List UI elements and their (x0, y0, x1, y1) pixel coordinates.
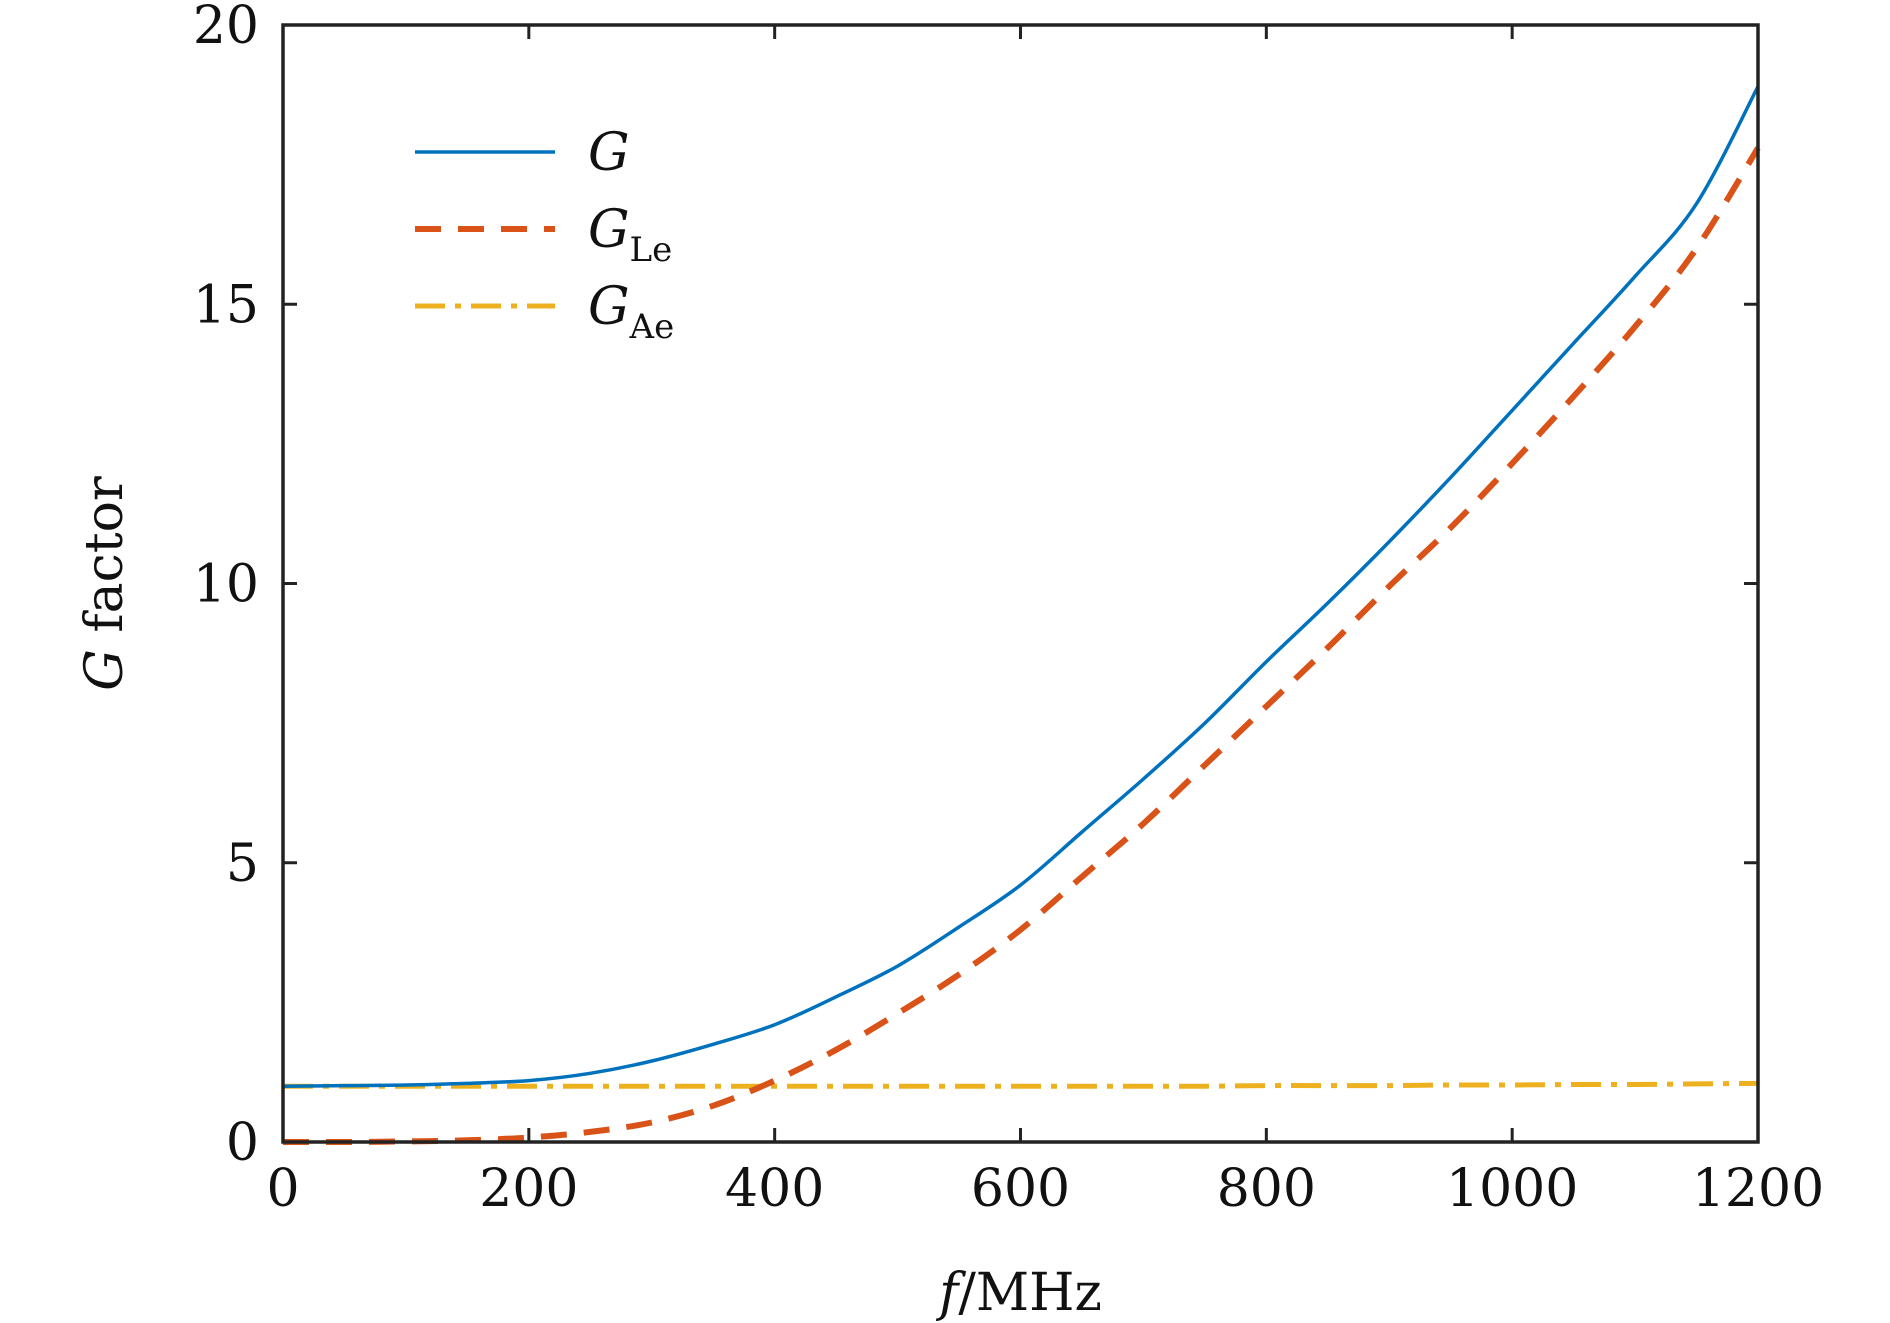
legend-label-g: G (588, 123, 630, 183)
x-tick-label: 1200 (1692, 1159, 1824, 1219)
y-tick-label: 5 (226, 834, 259, 894)
x-tick-label: 0 (266, 1159, 299, 1219)
x-tick-label: 200 (479, 1159, 578, 1219)
y-tick-label: 10 (193, 555, 259, 615)
series-line-g-le (282, 146, 1761, 1146)
x-tick-label: 600 (971, 1159, 1070, 1219)
x-tick-label: 800 (1217, 1159, 1316, 1219)
y-tick-label: 15 (193, 275, 259, 335)
labels-layer: f/MHz G factor (75, 476, 1102, 1323)
x-axis-label: f/MHz (935, 1263, 1102, 1323)
ticks-layer: 0 200 400 600 800 1000 1200 0 5 10 15 20 (193, 0, 1824, 1219)
series-layer (282, 85, 1761, 1146)
y-axis-label: G factor (75, 476, 135, 691)
series-line-g-ae (283, 1080, 1759, 1089)
y-tick-label: 0 (226, 1113, 259, 1173)
plot-frame (281, 23, 1760, 1144)
series-line-g (282, 85, 1760, 1088)
x-tick-label: 400 (725, 1159, 824, 1219)
legend-label-g-le: GLe (588, 200, 672, 270)
y-tick-label: 20 (193, 0, 259, 56)
x-tick-label: 1000 (1446, 1159, 1578, 1219)
legend-label-g-ae: GAe (588, 277, 674, 347)
